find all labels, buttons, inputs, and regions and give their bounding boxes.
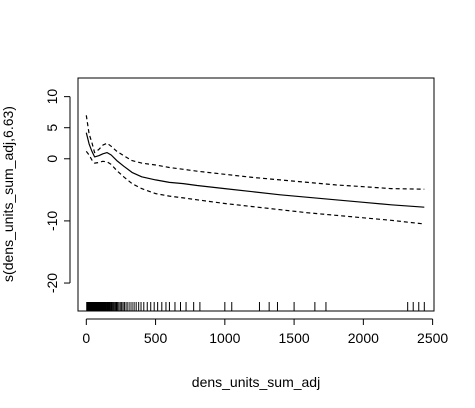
y-tick-label: 5 xyxy=(44,124,60,132)
estimate-line xyxy=(85,132,425,208)
x-axis: 0 500 1000 1500 2000 2500 xyxy=(82,318,448,346)
x-tick-label: 1500 xyxy=(279,330,310,346)
y-axis: -20 -10 0 5 10 xyxy=(44,89,71,293)
upper-line xyxy=(85,115,425,190)
x-tick-label: 2000 xyxy=(348,330,379,346)
x-tick-label: 0 xyxy=(82,330,90,346)
y-tick-label: -10 xyxy=(44,211,60,231)
y-axis-label: s(dens_units_sum_adj,6.63) xyxy=(0,106,16,282)
x-tick-label: 1000 xyxy=(209,330,240,346)
y-tick-label: 10 xyxy=(44,89,60,105)
series-lines xyxy=(85,115,425,225)
rug-plot xyxy=(86,302,425,311)
x-axis-label: dens_units_sum_adj xyxy=(192,374,320,390)
x-tick-label: 500 xyxy=(144,330,168,346)
y-tick-label: -20 xyxy=(44,273,60,293)
plot-box xyxy=(77,77,435,312)
lower-line xyxy=(85,150,425,225)
x-tick-label: 2500 xyxy=(417,330,448,346)
y-tick-label: 0 xyxy=(44,155,60,163)
